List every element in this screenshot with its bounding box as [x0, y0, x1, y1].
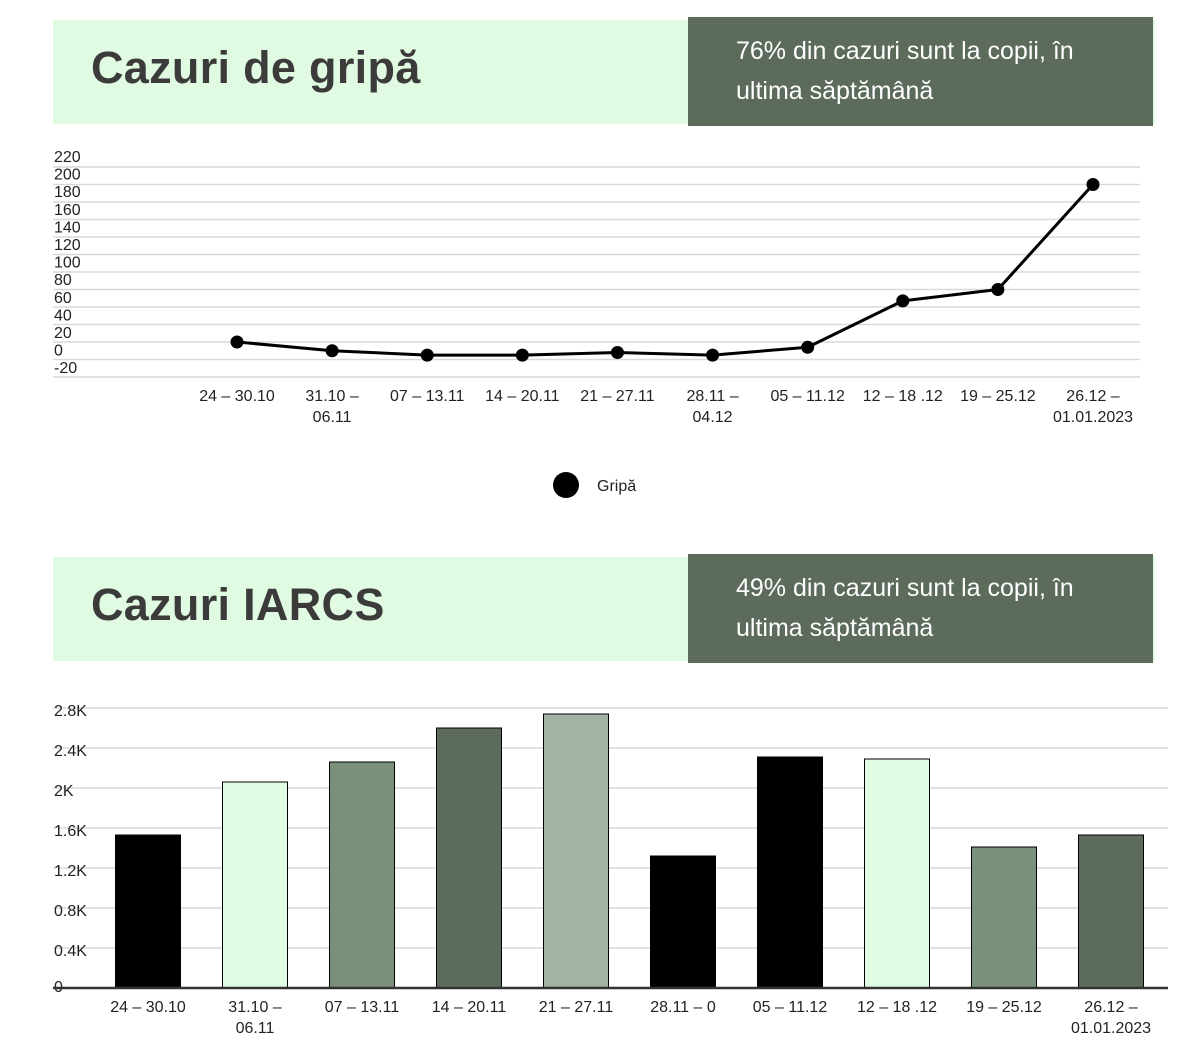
x-tick-label: 07 – 13.11: [390, 388, 465, 405]
y-tick-label: 80: [54, 272, 72, 289]
iarcs-header: Cazuri IARCS 49% din cazuri sunt la copi…: [53, 554, 1155, 663]
x-tick-label: 21 – 27.11: [539, 999, 614, 1016]
y-tick-label: 1.2K: [54, 863, 87, 880]
data-point: [991, 283, 1005, 296]
y-tick-label: 0.4K: [54, 943, 87, 960]
x-tick-label: 28.11 – 0: [650, 999, 716, 1016]
x-tick-label: 04.12: [693, 409, 733, 426]
y-tick-label: 20: [54, 325, 72, 342]
x-tick-label: 12 – 18 .12: [863, 388, 943, 405]
y-tick-label: -20: [54, 360, 77, 377]
data-point: [420, 348, 434, 362]
bar: [329, 761, 395, 989]
y-tick-label: 40: [54, 307, 72, 324]
x-tick-label: 07 – 13.11: [325, 999, 400, 1016]
x-tick-label: 05 – 11.12: [753, 999, 828, 1016]
iarcs-title: Cazuri IARCS: [91, 579, 385, 630]
y-tick-label: 160: [54, 202, 81, 219]
iarcs-note: 49% din cazuri sunt la copii, în ultima …: [688, 554, 1153, 663]
x-tick-label: 26.12 –: [1084, 999, 1137, 1016]
flu-title: Cazuri de gripă: [91, 42, 421, 93]
x-tick-label: 28.11 –: [686, 388, 738, 405]
y-tick-label: 220: [54, 149, 81, 166]
data-point: [896, 294, 910, 308]
data-point: [801, 340, 815, 354]
x-tick-label: 06.11: [236, 1020, 275, 1037]
x-tick-label: 31.10 –: [305, 388, 358, 405]
bar: [650, 855, 716, 989]
y-tick-label: 0: [54, 343, 63, 360]
y-tick-label: 100: [54, 255, 81, 272]
bar: [436, 727, 502, 989]
y-tick-label: 140: [54, 219, 81, 236]
y-tick-label: 180: [54, 184, 81, 201]
x-tick-label: 19 – 25.12: [960, 388, 1036, 405]
y-tick-label: 120: [54, 237, 81, 254]
x-tick-label: 24 – 30.10: [110, 999, 186, 1016]
x-tick-label: 21 – 27.11: [580, 388, 655, 405]
y-tick-label: 1.6K: [54, 823, 87, 840]
x-tick-label: 14 – 20.11: [432, 999, 507, 1016]
series-line-gripa: [236, 183, 1095, 357]
legend-label-gripa: Gripă: [597, 478, 636, 495]
data-point: [230, 335, 244, 349]
flu-header: Cazuri de gripă 76% din cazuri sunt la c…: [53, 17, 1155, 126]
x-tick-label: 01.01.2023: [1053, 409, 1133, 426]
bar: [757, 756, 823, 989]
data-point: [515, 348, 529, 362]
data-point: [610, 346, 624, 359]
x-tick-label: 19 – 25.12: [966, 999, 1042, 1016]
flu-note: 76% din cazuri sunt la copii, în ultima …: [688, 17, 1153, 126]
x-tick-label: 24 – 30.10: [199, 388, 275, 405]
legend-marker-gripa: [553, 472, 579, 498]
data-point: [325, 344, 339, 358]
bar: [1078, 834, 1144, 989]
x-tick-label: 12 – 18 .12: [857, 999, 937, 1016]
y-tick-label: 2.8K: [54, 703, 87, 720]
bar: [971, 846, 1037, 989]
bar: [543, 713, 609, 989]
data-point: [1086, 178, 1100, 191]
x-tick-label: 06.11: [313, 409, 352, 426]
y-tick-label: 200: [54, 167, 81, 184]
x-tick-label: 26.12 –: [1066, 388, 1119, 405]
x-tick-label: 05 – 11.12: [770, 388, 845, 405]
bar: [115, 834, 181, 989]
y-tick-label: 0.8K: [54, 903, 87, 920]
y-tick-label: 60: [54, 290, 72, 307]
x-tick-label: 31.10 –: [228, 999, 281, 1016]
x-tick-label: 01.01.2023: [1071, 1020, 1151, 1037]
y-tick-label: 2.4K: [54, 743, 87, 760]
data-point: [706, 348, 720, 362]
x-tick-label: 14 – 20.11: [485, 388, 560, 405]
bar: [864, 758, 930, 989]
y-tick-label: 2K: [54, 783, 74, 800]
bar: [222, 781, 288, 989]
